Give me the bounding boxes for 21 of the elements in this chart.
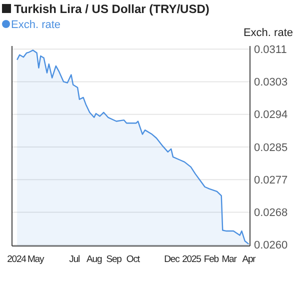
y-tick-label: 0.0294 [254, 109, 288, 122]
x-tick-label: Apr [242, 254, 256, 265]
y-axis-title: Exch. rate [243, 27, 293, 39]
legend-label: Exch. rate [11, 19, 61, 31]
y-tick-label: 0.0277 [254, 174, 288, 186]
y-tick-label: 0.0260 [254, 240, 288, 252]
x-tick-label: Dec [164, 254, 180, 265]
x-tick-label: Aug [86, 254, 102, 265]
y-tick-label: 0.0268 [254, 207, 288, 220]
y-tick-label: 0.0311 [254, 44, 287, 56]
x-tick-label: Mar [222, 254, 237, 265]
x-tick-label: 2025 [182, 254, 202, 265]
x-tick-label: Sep [106, 254, 122, 265]
x-tick-label: Jul [69, 254, 80, 265]
x-tick-label: May [27, 254, 44, 265]
x-tick-label: Feb [204, 254, 219, 265]
chart-title: Turkish Lira / US Dollar (TRY/USD) [14, 2, 210, 16]
y-tick-label: 0.0303 [254, 76, 288, 89]
x-tick-label: Oct [126, 254, 140, 265]
y-tick-label: 0.0285 [254, 142, 288, 154]
x-tick-label: 2024 [7, 254, 26, 265]
